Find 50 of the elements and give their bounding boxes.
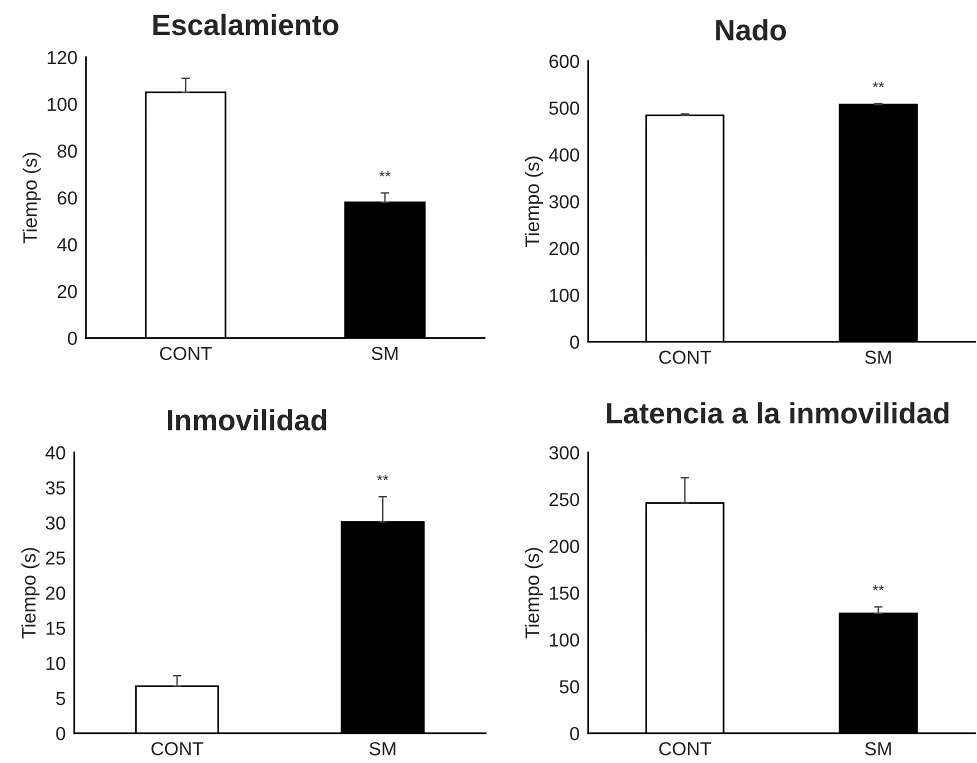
x-tick-label: SM [865, 742, 891, 756]
y-tick-label: 0 [570, 336, 580, 349]
x-tick-label: CONT [659, 350, 712, 364]
y-tick-label: 200 [549, 540, 580, 554]
y-tick-label: 0 [56, 726, 66, 740]
x-tick-label: CONT [151, 742, 204, 756]
y-tick-label: 250 [549, 492, 580, 506]
y-tick-label: 600 [549, 54, 580, 68]
y-tick-label: 0 [68, 332, 77, 345]
y-axis-title: Tiempo (s) [21, 548, 40, 638]
chart-title: Inmovilidad [168, 409, 326, 431]
x-tick-label: CONT [659, 742, 712, 756]
y-tick-label: 30 [46, 516, 66, 530]
y-axis-title: Tiempo (s) [22, 152, 41, 244]
y-tick-label: 25 [46, 551, 66, 565]
y-tick-label: 300 [549, 195, 580, 208]
y-tick-label: 60 [58, 191, 77, 205]
annotation: ** [377, 474, 388, 480]
y-tick-label: 40 [57, 238, 77, 252]
y-tick-label: 15 [46, 622, 66, 635]
y-tick-label: 500 [549, 102, 580, 115]
x-tick-label: SM [370, 742, 396, 756]
annotation: ** [872, 585, 884, 590]
y-axis-title: Tiempo (s) [524, 548, 543, 638]
y-tick-label: 100 [550, 288, 580, 302]
annotation: ** [872, 82, 884, 88]
y-tick-label: 200 [549, 242, 580, 256]
y-tick-label: 20 [58, 284, 77, 298]
x-tick-label: SM [372, 346, 398, 360]
y-axis-title: Tiempo (s) [524, 156, 543, 248]
chart-title: Latencia a la inmovilidad [607, 402, 948, 424]
x-tick-label: CONT [160, 346, 212, 360]
y-tick-label: 35 [46, 481, 66, 495]
y-tick-label: 120 [48, 50, 77, 64]
chart-title: Nado [716, 19, 786, 40]
chart-title: Escalamiento [153, 14, 338, 36]
y-tick-label: 20 [46, 586, 66, 600]
y-tick-label: 100 [48, 98, 77, 111]
x-tick-label: SM [865, 350, 891, 364]
y-tick-label: 10 [46, 656, 66, 670]
y-tick-label: 80 [58, 144, 77, 158]
y-tick-label: 40 [45, 446, 66, 460]
y-tick-label: 0 [570, 726, 580, 740]
y-tick-label: 400 [548, 148, 580, 162]
y-tick-label: 150 [550, 586, 580, 600]
annotation: ** [379, 171, 391, 176]
y-tick-label: 50 [560, 680, 580, 694]
y-tick-label: 5 [56, 692, 66, 706]
y-tick-label: 300 [549, 446, 580, 460]
y-tick-label: 100 [550, 633, 580, 647]
